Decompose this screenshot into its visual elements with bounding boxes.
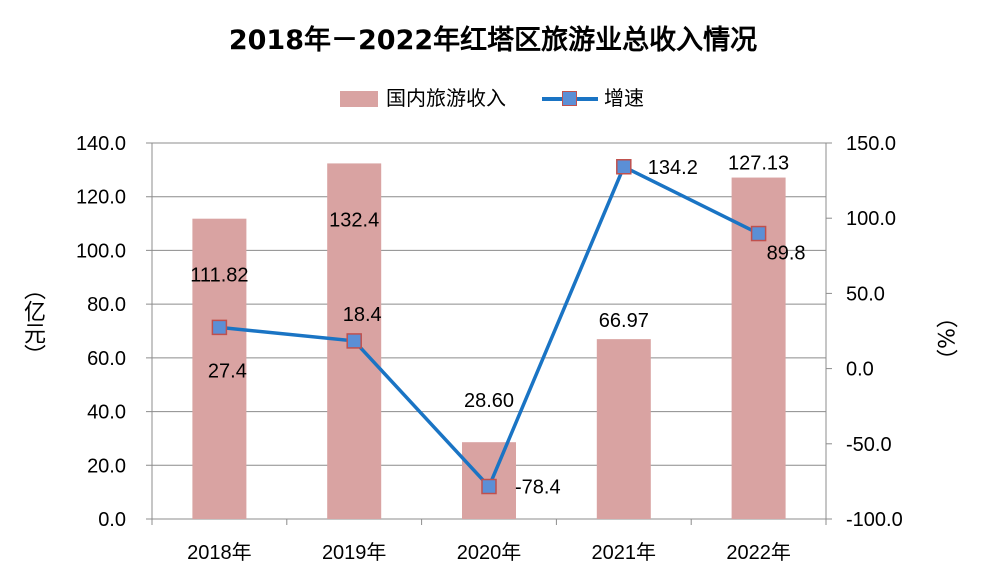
line-data-label: 18.4 xyxy=(343,304,382,326)
bar xyxy=(596,339,651,519)
y-right-tick-label: 50.0 xyxy=(846,283,885,305)
bar-data-label: 127.13 xyxy=(728,153,789,175)
y-left-tick-label: 20.0 xyxy=(87,455,126,477)
growth-marker xyxy=(346,333,362,349)
bar-data-label: 66.97 xyxy=(599,310,649,332)
legend-line-swatch xyxy=(542,91,598,107)
line-data-label: -78.4 xyxy=(515,477,561,499)
line-data-label: 89.8 xyxy=(767,243,806,265)
y-left-tick-label: 80.0 xyxy=(87,294,126,316)
y-right-tick-label: 100.0 xyxy=(846,208,896,230)
y-left-tick-label: 100.0 xyxy=(76,240,126,262)
y-left-tick-label: 140.0 xyxy=(76,133,126,155)
bar xyxy=(192,218,247,520)
x-tick-label: 2022年 xyxy=(726,541,791,564)
y-left-tick-label: 120.0 xyxy=(76,187,126,209)
line-data-label: 134.2 xyxy=(648,157,698,179)
y-axis-left-title: （亿元） xyxy=(20,278,45,366)
x-tick-label: 2019年 xyxy=(322,541,387,564)
bar-data-label: 28.60 xyxy=(464,390,514,412)
line-data-label: 27.4 xyxy=(208,360,247,382)
growth-line xyxy=(219,164,760,490)
chart-title: 2018年－2022年红塔区旅游业总收入情况 xyxy=(228,25,758,56)
y-right-tick-label: 150.0 xyxy=(846,133,896,155)
growth-marker xyxy=(616,159,632,175)
y-right-tick-label: -50.0 xyxy=(846,434,892,456)
legend-bar-label: 国内旅游收入 xyxy=(386,86,506,110)
legend-item-bar: 国内旅游收入 xyxy=(340,82,506,111)
growth-marker xyxy=(211,319,228,336)
legend-bar-swatch xyxy=(340,91,378,107)
y-axis-right-title: （%） xyxy=(932,306,957,371)
bar-data-label: 111.82 xyxy=(190,265,248,287)
legend-line-label: 增速 xyxy=(604,86,644,110)
growth-marker xyxy=(481,478,497,495)
y-right-tick-label: -100.0 xyxy=(846,509,903,531)
bar-data-label: 132.4 xyxy=(329,209,379,231)
x-tick-label: 2021年 xyxy=(592,541,657,564)
y-left-tick-label: 40.0 xyxy=(87,402,126,424)
x-tick-label: 2020年 xyxy=(457,541,522,564)
legend-item-line: 增速 xyxy=(542,82,644,111)
growth-marker xyxy=(750,225,767,242)
y-left-tick-label: 60.0 xyxy=(87,348,126,370)
x-tick-label: 2018年 xyxy=(187,541,252,564)
y-left-tick-label: 0.0 xyxy=(98,509,126,531)
y-right-tick-label: 0.0 xyxy=(846,359,874,381)
